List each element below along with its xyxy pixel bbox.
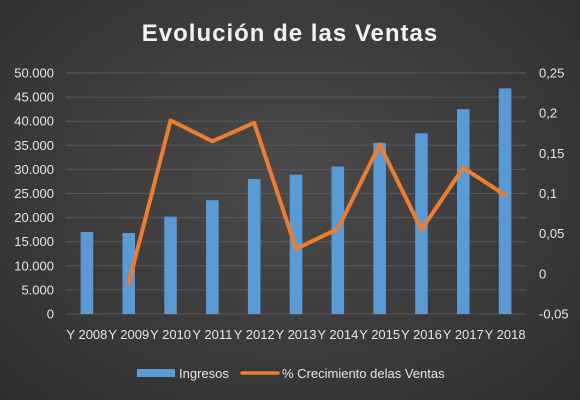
- bar: [164, 216, 177, 314]
- y-left-tick-label: 10.000: [14, 258, 54, 273]
- bar: [415, 133, 428, 314]
- x-axis: Y 2008 Y 2009 Y 2010 Y 2011 Y 2012 Y 2013 Y 20…: [66, 327, 525, 342]
- y-right-tick-label: 0,05: [539, 226, 564, 241]
- x-tick-label: Y 2013: [276, 327, 317, 342]
- x-tick-label: Y 2009: [108, 327, 149, 342]
- y-left-tick-label: 45.000: [14, 90, 54, 105]
- legend-label-crecimiento: % Crecimiento delas Ventas: [282, 366, 445, 381]
- y-left-tick-label: 20.000: [14, 210, 54, 225]
- legend-swatch-ingresos: [137, 369, 175, 377]
- x-tick-label: Y 2014: [317, 327, 358, 342]
- y-right-tick-label: 0: [539, 266, 546, 281]
- growth-line: [126, 118, 508, 286]
- line-series-crecimiento: [126, 118, 508, 286]
- bar-series-ingresos: [80, 88, 512, 315]
- y-left-tick-label: 5.000: [21, 282, 54, 297]
- bar: [331, 166, 345, 314]
- x-tick-label: Y 2017: [443, 327, 484, 342]
- bar: [498, 88, 512, 314]
- y-left-tick-label: 15.000: [14, 234, 54, 249]
- x-tick-label: Y 2011: [192, 327, 232, 342]
- chart-title: Evolución de las Ventas: [142, 20, 438, 47]
- x-tick-label: Y 2015: [359, 327, 400, 342]
- y-left-tick-label: 0: [47, 307, 54, 322]
- y-right-tick-label: 0,15: [539, 146, 564, 161]
- y-left-tick-label: 25.000: [14, 186, 54, 201]
- y-right-tick-label: 0,25: [539, 66, 564, 81]
- x-tick-label: Y 2008: [66, 327, 107, 342]
- y-right-tick-label: -0,05: [539, 307, 569, 322]
- y-axis-left: 0 5.000 10.000 15.000 20.000 25.000 30.000 35.0…: [14, 66, 54, 322]
- y-right-tick-label: 0,2: [539, 106, 557, 121]
- bar: [206, 200, 219, 314]
- y-left-tick-label: 50.000: [14, 66, 54, 81]
- y-axis-right: -0,05 0 0,05 0,1 0,15 0,2 0,25: [539, 66, 569, 322]
- x-tick-label: Y 2016: [401, 327, 442, 342]
- x-tick-label: Y 2010: [150, 327, 191, 342]
- bar: [373, 142, 386, 314]
- bar: [80, 232, 94, 314]
- bar: [247, 179, 261, 314]
- legend-label-ingresos: Ingresos: [179, 366, 229, 381]
- bar: [122, 233, 135, 314]
- y-right-tick-label: 0,1: [539, 186, 557, 201]
- x-tick-label: Y 2012: [234, 327, 275, 342]
- y-left-tick-label: 30.000: [14, 162, 54, 177]
- bar: [457, 109, 470, 315]
- y-left-tick-label: 40.000: [14, 114, 54, 129]
- legend: Ingresos % Crecimiento delas Ventas: [137, 366, 445, 381]
- y-left-tick-label: 35.000: [14, 138, 54, 153]
- x-tick-label: Y 2018: [485, 327, 526, 342]
